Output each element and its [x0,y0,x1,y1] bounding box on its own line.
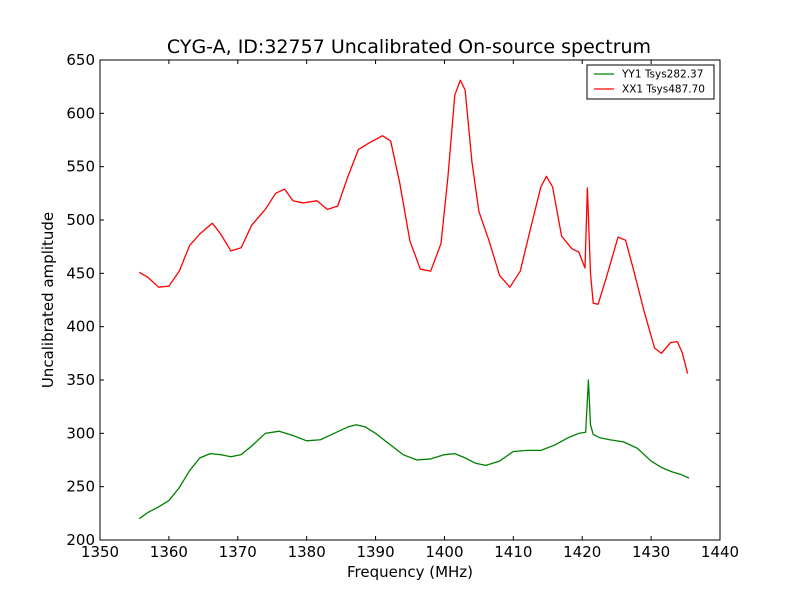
x-tick-label: 1400 [425,543,463,561]
y-tick-label: 350 [66,371,95,389]
legend-box [586,64,715,100]
y-tick-label: 400 [66,318,95,336]
legend-label-xx1: XX1 Tsys487.70 [622,84,705,96]
y-axis-label: Uncalibrated amplitude [39,212,57,388]
x-tick-label: 1390 [356,543,394,561]
y-tick-label: 450 [66,264,95,282]
plot-area [100,60,720,540]
series-layer [138,79,690,520]
y-tick-label: 600 [66,104,95,122]
x-tick-label: 1440 [701,543,739,561]
series-line-xx1 [138,79,689,374]
x-tick-label: 1360 [150,543,188,561]
x-axis-label: Frequency (MHz) [347,563,473,581]
series-line-yy1 [138,379,690,520]
legend-label-yy1: YY1 Tsys282.37 [621,69,703,81]
legend: YY1 Tsys282.37 XX1 Tsys487.70 [586,64,715,100]
y-tick-label: 200 [66,531,95,549]
x-axis: 1350 1360 1370 1380 1390 1400 1410 1420 1430 1440 [81,60,739,561]
y-tick-label: 650 [66,51,95,69]
chart-title: CYG-A, ID:32757 Uncalibrated On-source s… [167,36,651,58]
x-tick-label: 1430 [632,543,670,561]
x-tick-label: 1420 [563,543,601,561]
y-tick-label: 500 [66,211,95,229]
x-tick-label: 1370 [219,543,257,561]
plot-frame [99,59,721,541]
x-tick-label: 1380 [288,543,326,561]
x-tick-label: 1410 [494,543,532,561]
x-tick-label: 1350 [81,543,119,561]
y-tick-label: 250 [66,478,95,496]
y-tick-label: 300 [66,424,95,442]
y-axis: 200 250 300 350 400 450 500 550 600 650 [66,51,720,549]
y-tick-label: 550 [66,158,95,176]
